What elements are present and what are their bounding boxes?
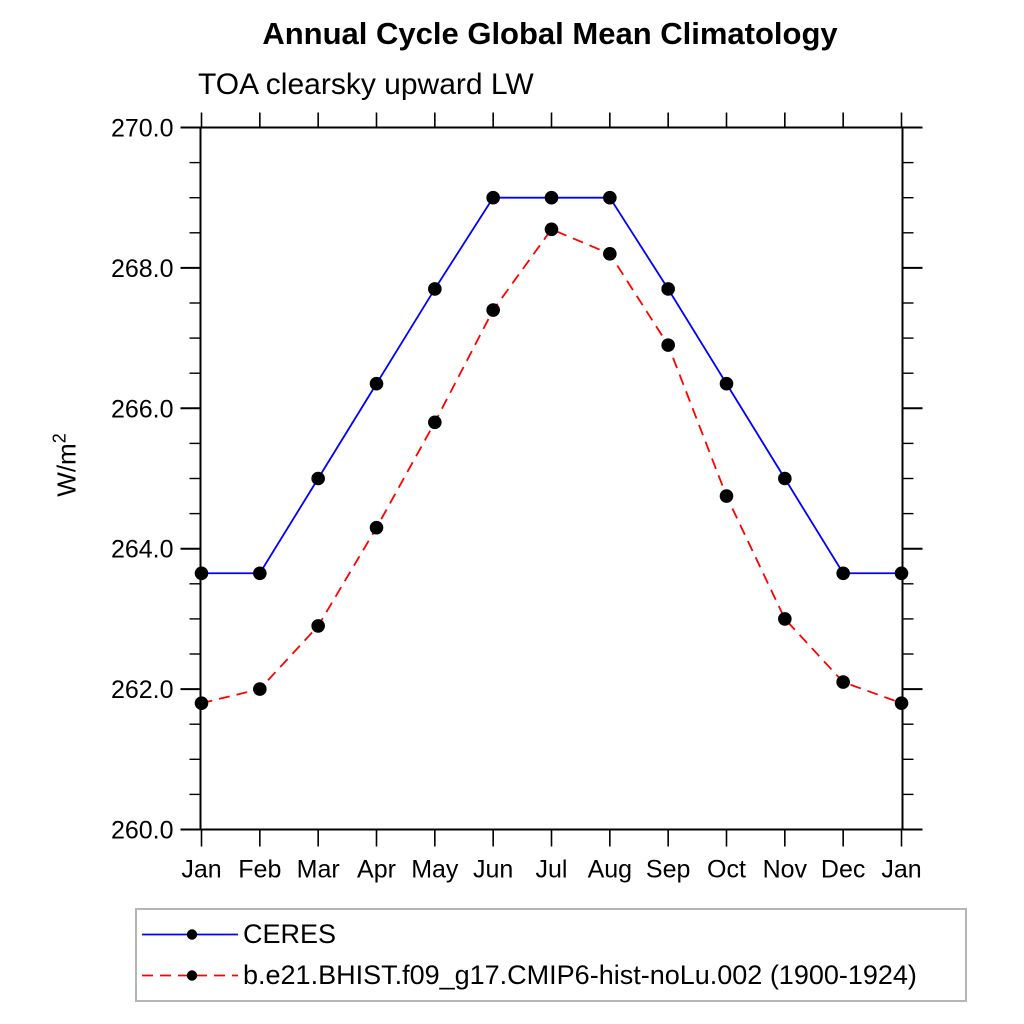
y-tick-label: 266.0: [111, 395, 174, 423]
ceres-data-point: [661, 282, 675, 296]
x-axis-labels: Jan Feb Mar Apr May Jun Jul Aug Sep Oct Nov Dec Jan: [181, 856, 921, 884]
legend-item-model: b.e21.BHIST.f09_g17.CMIP6-hist-noLu.002 …: [139, 955, 965, 996]
ceres-data-point: [778, 471, 792, 486]
model-data-point: [194, 696, 209, 710]
x-tick-label: Sep: [646, 856, 690, 884]
ceres-line-sample-icon: [142, 929, 238, 940]
ceres-data-point: [894, 566, 909, 581]
x-tick-label: Nov: [763, 856, 808, 884]
ceres-data-point: [253, 566, 267, 581]
ceres-data-point: [719, 376, 734, 391]
ceres-data-point: [369, 376, 384, 391]
x-tick-label: Mar: [297, 856, 340, 884]
model-line-sample-icon: [142, 970, 238, 981]
x-tick-label: Jan: [181, 856, 221, 884]
y-tick-label: 264.0: [111, 536, 174, 564]
y-tick-label: 268.0: [111, 255, 174, 283]
x-tick-label: Aug: [588, 856, 632, 884]
x-tick-label: Jan: [881, 856, 921, 884]
page-title: Annual Cycle Global Mean Climatology: [262, 16, 838, 51]
model-data-point: [719, 489, 734, 503]
ceres-data-point: [194, 566, 209, 581]
y-axis-labels: 260.0 262.0 264.0 266.0 268.0 270.0: [111, 115, 174, 845]
x-tick-label: Dec: [821, 856, 865, 884]
model-data-point: [369, 520, 384, 535]
model-data-point: [836, 675, 850, 689]
ceres-data-point: [544, 190, 559, 205]
chart-subtitle: TOA clearsky upward LW: [198, 68, 534, 101]
model-data-point: [778, 612, 792, 626]
y-tick-label: 270.0: [111, 115, 174, 143]
model-data-point: [544, 222, 559, 237]
ceres-data-point: [603, 190, 617, 205]
legend-label-model: b.e21.BHIST.f09_g17.CMIP6-hist-noLu.002 …: [243, 960, 917, 990]
model-sample-marker: [186, 970, 198, 981]
x-tick-label: Oct: [707, 856, 746, 884]
x-tick-label: Jun: [473, 856, 513, 884]
x-tick-label: May: [411, 856, 459, 884]
y-tick-label: 260.0: [111, 817, 174, 845]
model-data-point: [486, 303, 500, 317]
model-data-point: [661, 338, 675, 352]
x-tick-label: Apr: [357, 856, 396, 884]
legend-label-ceres: CERES: [243, 919, 337, 949]
ceres-data-point: [836, 566, 850, 581]
x-tick-label: Jul: [536, 856, 568, 884]
ceres-data-point: [428, 282, 442, 296]
legend: CERES b.e21.BHIST.f09_g17.CMIP6-hist-noL…: [135, 908, 967, 1002]
x-tick-label: Feb: [238, 856, 281, 884]
axes: [180, 112, 923, 847]
model-data-point: [894, 696, 909, 710]
model-data-point: [311, 619, 325, 633]
model-data-point: [603, 247, 617, 261]
model-data-point: [428, 415, 442, 430]
model-line: [201, 228, 902, 705]
ceres-data-point: [486, 190, 500, 205]
model-data-point: [253, 682, 267, 696]
ceres-line: [201, 196, 902, 575]
ceres-sample-marker: [186, 929, 198, 940]
ceres-data-point: [311, 471, 325, 486]
legend-item-ceres: CERES: [139, 914, 965, 955]
y-tick-label: 262.0: [111, 676, 174, 704]
